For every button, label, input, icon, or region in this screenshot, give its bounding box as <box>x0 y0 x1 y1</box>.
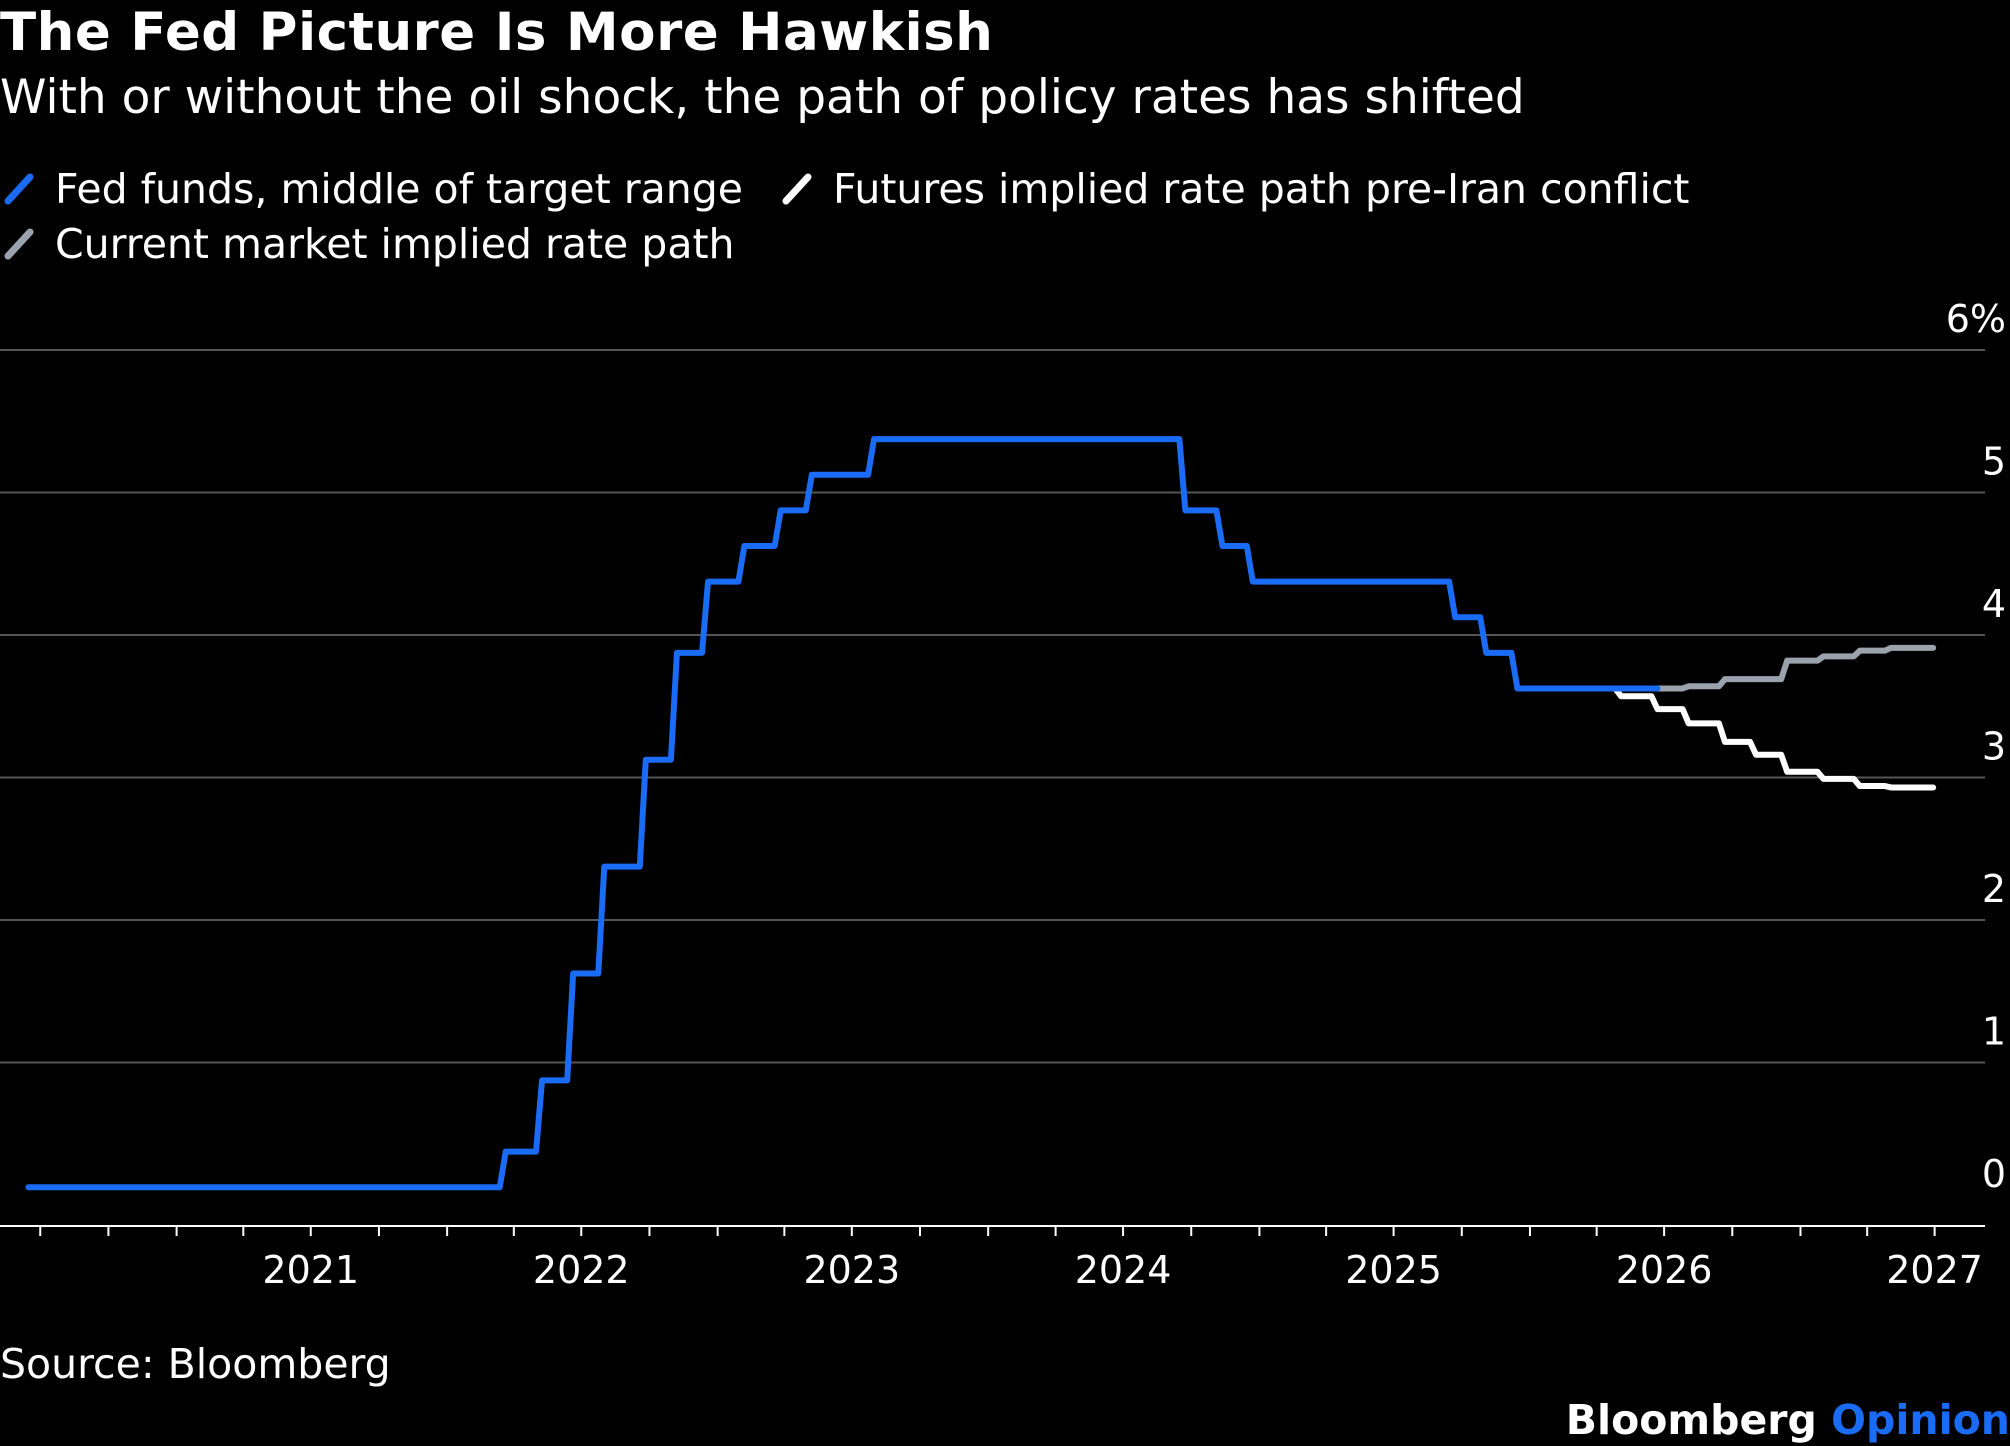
legend-label-pre-iran: Futures implied rate path pre-Iran confl… <box>833 165 1690 213</box>
legend-swatch-fed-funds <box>4 173 34 205</box>
legend-item-current-market: Current market implied rate path <box>0 220 735 268</box>
legend-swatch-pre-iran <box>782 173 812 205</box>
x-tick-label: 2021 <box>262 1248 359 1292</box>
legend-swatch-current-market <box>4 228 34 260</box>
chart-subtitle: With or without the oil shock, the path … <box>0 70 1525 125</box>
chart-title: The Fed Picture Is More Hawkish <box>0 2 994 63</box>
y-tick-label: 3 <box>1982 725 2006 769</box>
y-tick-label: 0 <box>1982 1152 2006 1196</box>
x-tick-label: 2022 <box>533 1248 630 1292</box>
series-line-2 <box>1651 644 1937 692</box>
source-note: Source: Bloomberg <box>0 1340 391 1388</box>
series-line-0 <box>25 436 1661 1191</box>
y-tick-label: 5 <box>1982 440 2006 484</box>
y-tick-label: 1 <box>1982 1010 2006 1054</box>
x-tick-label: 2026 <box>1616 1248 1713 1292</box>
x-tick-label: 2027 <box>1886 1248 1983 1292</box>
legend-item-fed-funds: Fed funds, middle of target range <box>0 165 743 213</box>
series-line-1 <box>1570 685 1937 791</box>
brand-suffix: Opinion <box>1831 1396 2010 1444</box>
legend-label-current-market: Current market implied rate path <box>55 220 735 268</box>
y-tick-label: 4 <box>1982 582 2006 626</box>
legend-item-pre-iran: Futures implied rate path pre-Iran confl… <box>778 165 1689 213</box>
x-tick-label: 2023 <box>803 1248 900 1292</box>
brand-logo: Bloomberg Opinion <box>1566 1396 2010 1444</box>
y-tick-label: 6% <box>1946 297 2006 341</box>
legend-label-fed-funds: Fed funds, middle of target range <box>55 165 743 213</box>
x-tick-label: 2024 <box>1075 1248 1172 1292</box>
brand-name: Bloomberg <box>1565 1396 1817 1444</box>
x-tick-label: 2025 <box>1345 1248 1442 1292</box>
y-tick-label: 2 <box>1982 867 2006 911</box>
